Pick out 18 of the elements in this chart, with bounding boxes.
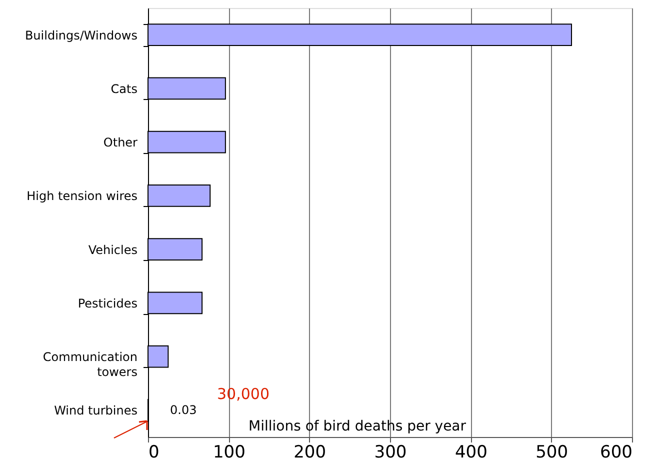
- y-tick-label: Other: [103, 136, 138, 150]
- x-tick-label: 500: [536, 442, 568, 462]
- y-tick-label: Pesticides: [78, 296, 138, 310]
- y-tick-label: Buildings/Windows: [24, 28, 138, 42]
- y-tick-label: Wind turbines: [54, 404, 138, 418]
- data-label: 0.03: [170, 403, 197, 418]
- y-tick-label: Communication towers: [42, 350, 138, 380]
- x-tick-label: 600: [600, 442, 632, 462]
- x-tick-label: 300: [374, 442, 407, 462]
- x-axis-title: Millions of bird deaths per year: [248, 418, 466, 434]
- annotation: 30,000: [217, 385, 270, 403]
- y-tick-label: Vehicles: [88, 242, 138, 257]
- y-tick-label: High tension wires: [26, 189, 138, 204]
- y-tick-label: Cats: [110, 82, 138, 96]
- x-tick-label: 0: [148, 442, 160, 462]
- x-tick-label: 400: [454, 442, 488, 462]
- x-tick-label: 100: [212, 442, 246, 462]
- x-tick-label: 200: [294, 442, 326, 462]
